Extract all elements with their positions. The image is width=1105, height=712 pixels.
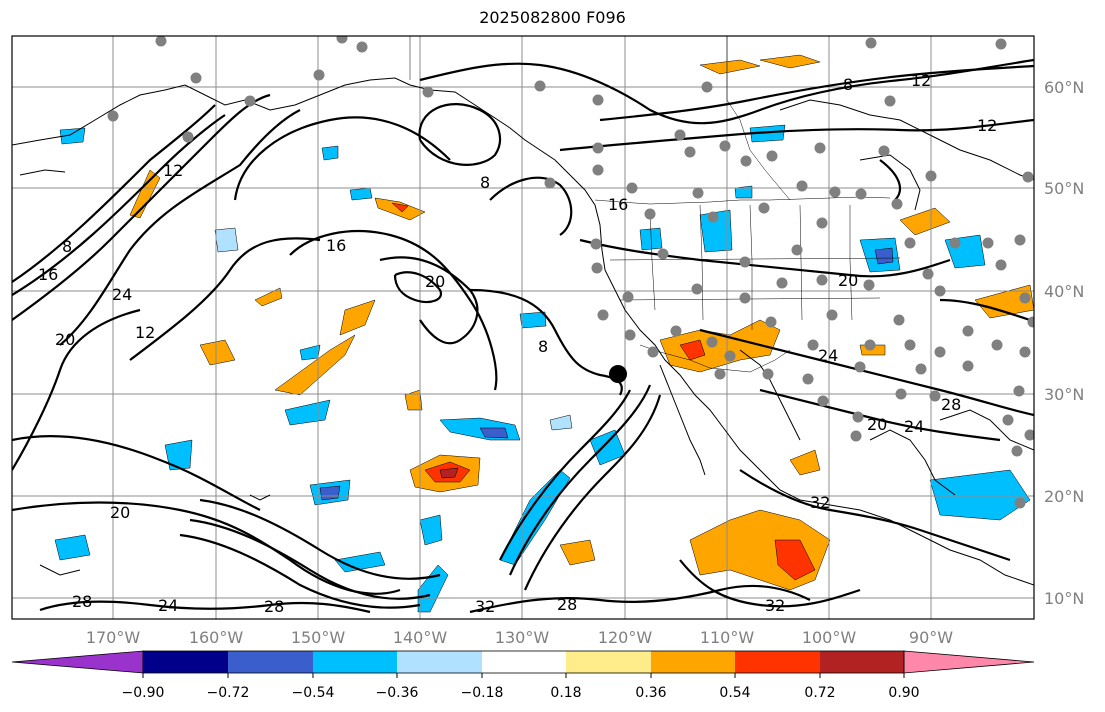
contour-label-16: 16 <box>38 265 58 284</box>
latitude-labels: 60°N 50°N 40°N 30°N 20°N 10°N <box>1044 78 1084 608</box>
map-area: 8 8 8 8 12 12 12 12 16 16 16 20 20 20 20… <box>12 36 1034 619</box>
longitude-labels: 170°W 160°W 150°W 140°W 130°W 120°W 110°… <box>86 628 953 647</box>
shaded-anomalies <box>54 54 1034 613</box>
contour-label-8: 8 <box>62 237 72 256</box>
contour-label-16: 16 <box>326 236 346 255</box>
contour-label-8: 8 <box>843 75 853 94</box>
contour-label-24: 24 <box>818 346 838 365</box>
colorbar-tick-label: 0.54 <box>719 685 750 701</box>
colorbar-swatch <box>482 651 566 673</box>
lat-label: 50°N <box>1044 179 1084 198</box>
contour-label-28: 28 <box>264 597 284 616</box>
contour-label-28: 28 <box>941 395 961 414</box>
lat-label: 10°N <box>1044 589 1084 608</box>
contour-label-16: 16 <box>608 195 628 214</box>
contour-lines <box>12 58 1034 614</box>
contour-label-8: 8 <box>538 337 548 356</box>
contour-label-12: 12 <box>135 323 155 342</box>
colorbar-swatch <box>566 651 651 673</box>
contour-label-32: 32 <box>475 597 495 616</box>
contour-label-12: 12 <box>911 71 931 90</box>
colorbar-swatch <box>397 651 482 673</box>
colorbar-tick-label: −0.72 <box>207 685 250 701</box>
contour-label-24: 24 <box>158 596 178 615</box>
contour-label-12: 12 <box>977 116 997 135</box>
lat-label: 30°N <box>1044 385 1084 404</box>
contour-label-24: 24 <box>904 417 924 436</box>
contour-label-20: 20 <box>867 415 887 434</box>
contour-label-12: 12 <box>163 161 183 180</box>
colorbar-tick-label: −0.90 <box>122 685 165 701</box>
lon-label: 150°W <box>291 628 346 647</box>
colorbar-swatch <box>820 651 904 673</box>
contour-labels: 8 8 8 8 12 12 12 12 16 16 16 20 20 20 20… <box>38 71 997 616</box>
colorbar-swatch <box>228 651 313 673</box>
lon-label: 110°W <box>700 628 755 647</box>
lon-label: 120°W <box>598 628 653 647</box>
colorbar-tick-label: −0.18 <box>461 685 504 701</box>
colorbar-tick-label: 0.90 <box>888 685 919 701</box>
contour-label-20: 20 <box>838 271 858 290</box>
low-pressure-center <box>609 365 627 383</box>
contour-label-28: 28 <box>72 592 92 611</box>
map-title: 2025082800 F096 <box>479 8 626 27</box>
colorbar: −0.90 −0.72 −0.54 −0.36 −0.18 0.18 0.36 … <box>11 650 1035 701</box>
contour-label-28: 28 <box>557 595 577 614</box>
colorbar-extend-high <box>903 650 1035 674</box>
contour-label-8: 8 <box>480 173 490 192</box>
coastlines <box>12 77 1034 586</box>
contour-label-32: 32 <box>765 596 785 615</box>
colorbar-tick-label: −0.36 <box>376 685 419 701</box>
colorbar-swatch <box>735 651 820 673</box>
lon-label: 90°W <box>909 628 953 647</box>
lon-label: 140°W <box>393 628 448 647</box>
colorbar-tick-label: −0.54 <box>292 685 335 701</box>
lat-label: 60°N <box>1044 78 1084 97</box>
colorbar-swatch <box>313 651 397 673</box>
colorbar-tick-label: 0.18 <box>550 685 581 701</box>
lon-label: 130°W <box>495 628 550 647</box>
station-dots <box>107 36 1034 509</box>
contour-label-32: 32 <box>810 493 830 512</box>
contour-label-20: 20 <box>110 503 130 522</box>
contour-label-20: 20 <box>55 330 75 349</box>
lon-label: 100°W <box>802 628 857 647</box>
colorbar-swatch <box>143 651 228 673</box>
lon-label: 170°W <box>86 628 141 647</box>
colorbar-extend-low <box>11 650 144 674</box>
lon-label: 160°W <box>189 628 244 647</box>
colorbar-tick-label: 0.36 <box>635 685 666 701</box>
lat-label: 40°N <box>1044 282 1084 301</box>
contour-label-24: 24 <box>112 285 132 304</box>
map-frame <box>11 35 1035 620</box>
colorbar-tick-label: 0.72 <box>804 685 835 701</box>
colorbar-swatch <box>651 651 735 673</box>
lat-label: 20°N <box>1044 487 1084 506</box>
contour-label-20: 20 <box>425 272 445 291</box>
